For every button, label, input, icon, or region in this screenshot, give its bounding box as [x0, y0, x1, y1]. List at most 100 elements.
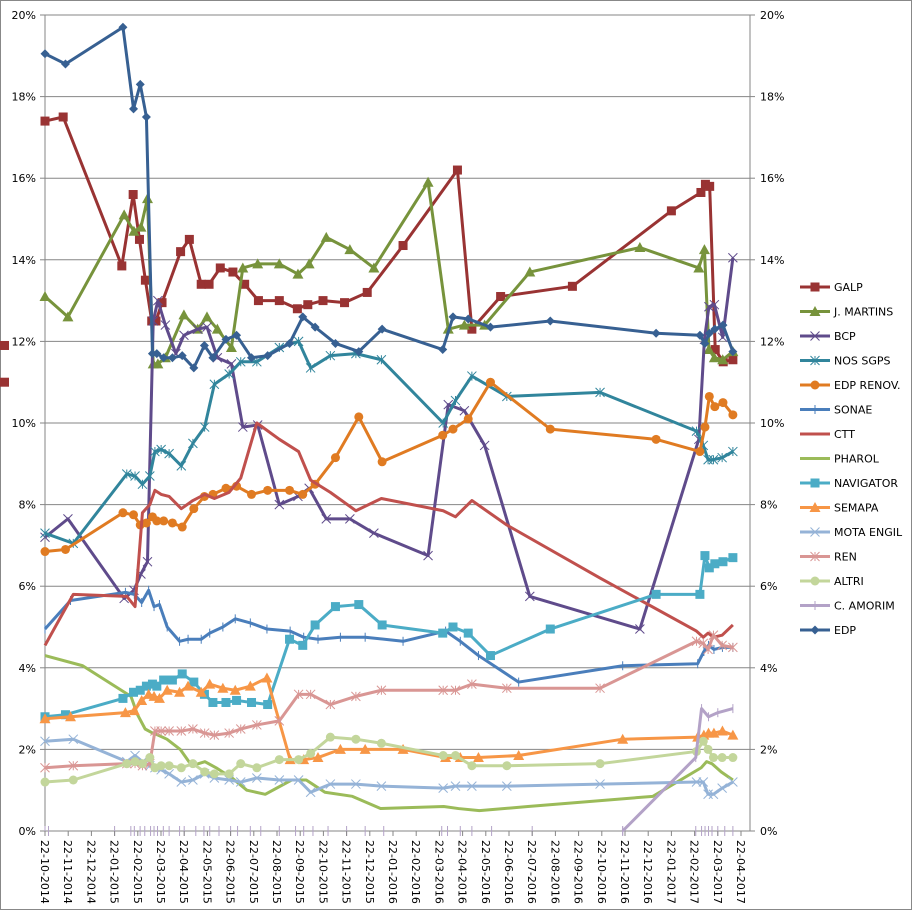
marker-diamond	[40, 49, 50, 59]
marker-triangle	[136, 694, 148, 705]
legend-item: SONAE	[800, 404, 872, 417]
series-altri	[40, 732, 738, 787]
marker-square	[152, 681, 162, 691]
marker-x	[179, 330, 189, 341]
marker-circle	[298, 489, 308, 499]
marker-x	[450, 781, 461, 791]
marker-asterisk	[450, 395, 461, 406]
marker-x	[810, 527, 820, 537]
marker-asterisk	[144, 471, 155, 481]
marker-x	[717, 783, 728, 794]
marker-x	[188, 775, 198, 785]
marker-x	[325, 779, 336, 789]
marker-asterisk	[450, 685, 461, 696]
marker-circle	[159, 516, 169, 526]
marker-circle	[330, 453, 340, 463]
legend-item: ALTRI	[800, 575, 864, 588]
legend-label: MOTA ENGIL	[834, 526, 903, 539]
marker-circle	[247, 489, 257, 499]
marker-asterisk	[325, 699, 336, 710]
marker-triangle	[359, 743, 371, 754]
x-tick-label: 22-06-2016	[502, 840, 515, 904]
marker-square	[485, 651, 495, 661]
marker-triangle	[634, 242, 646, 253]
marker-asterisk	[438, 418, 449, 428]
marker-triangle	[716, 725, 728, 736]
marker-triangle	[261, 672, 273, 683]
marker-asterisk	[209, 379, 220, 390]
marker-square	[58, 112, 68, 122]
marker-x	[524, 591, 535, 602]
legend-label: C. AMORIM	[834, 600, 895, 613]
marker-x	[237, 422, 248, 432]
marker-diamond	[485, 322, 495, 332]
marker-square	[330, 602, 340, 612]
marker-x	[40, 736, 50, 747]
marker-circle	[263, 485, 273, 495]
marker-triangle	[135, 221, 147, 232]
marker-x	[501, 781, 512, 791]
marker-circle	[728, 410, 738, 420]
series-edp	[40, 22, 738, 373]
marker-asterisk	[708, 630, 719, 641]
marker-triangle	[320, 231, 332, 242]
marker-square	[253, 296, 263, 306]
marker-square	[704, 563, 714, 573]
marker-asterisk	[595, 683, 605, 694]
marker-square	[705, 181, 715, 191]
marker-triangle	[708, 727, 720, 738]
series-line	[621, 707, 734, 833]
marker-x	[202, 322, 212, 332]
marker-diamond	[118, 22, 128, 32]
legend-item: NOS SGPS	[800, 355, 891, 368]
marker-asterisk	[274, 715, 285, 726]
legend-label: ALTRI	[834, 575, 864, 588]
marker-circle	[438, 751, 448, 761]
marker-square	[340, 298, 350, 308]
marker-circle	[209, 769, 219, 779]
marker-x	[351, 779, 361, 789]
marker-square	[117, 261, 127, 271]
marker-diamond	[545, 316, 555, 326]
marker-asterisk	[293, 336, 304, 347]
y-tick-label-right: 14%	[760, 254, 784, 267]
marker-x	[635, 624, 645, 634]
marker-asterisk	[703, 644, 713, 655]
marker-triangle	[717, 354, 729, 365]
x-tick-label: 22-04-2015	[177, 840, 190, 904]
marker-circle	[40, 777, 50, 787]
x-tick-label: 22-07-2015	[247, 840, 260, 904]
marker-triangle	[344, 244, 356, 255]
marker-x	[704, 301, 714, 312]
legend-label: SEMAPA	[834, 502, 879, 515]
marker-circle	[221, 483, 231, 493]
y-tick-label-right: 2%	[760, 743, 777, 756]
marker-x	[68, 734, 79, 745]
marker-square	[695, 589, 705, 599]
marker-diamond	[710, 324, 720, 334]
x-tick-label: 22-04-2017	[734, 840, 747, 904]
marker-x	[251, 773, 262, 783]
marker-x	[153, 295, 163, 306]
marker-asterisk	[467, 679, 477, 689]
x-tick-label: 22-02-2015	[131, 840, 144, 904]
marker-x	[192, 324, 203, 335]
marker-circle	[274, 755, 284, 765]
series-ctt	[43, 421, 734, 647]
marker-x	[176, 777, 187, 787]
marker-triangle	[174, 686, 186, 697]
marker-square	[263, 700, 273, 710]
marker-square	[215, 263, 225, 273]
marker-circle	[224, 769, 234, 779]
marker-asterisk	[325, 350, 336, 361]
marker-triangle	[312, 752, 324, 763]
marker-circle	[164, 761, 174, 771]
marker-x	[728, 252, 738, 263]
marker-circle	[40, 547, 50, 557]
marker-circle	[502, 761, 512, 771]
x-tick-label: 22-02-2017	[688, 840, 701, 904]
marker-diamond	[463, 314, 473, 324]
x-tick-label: 22-12-2014	[84, 840, 97, 904]
marker-x	[369, 528, 379, 539]
